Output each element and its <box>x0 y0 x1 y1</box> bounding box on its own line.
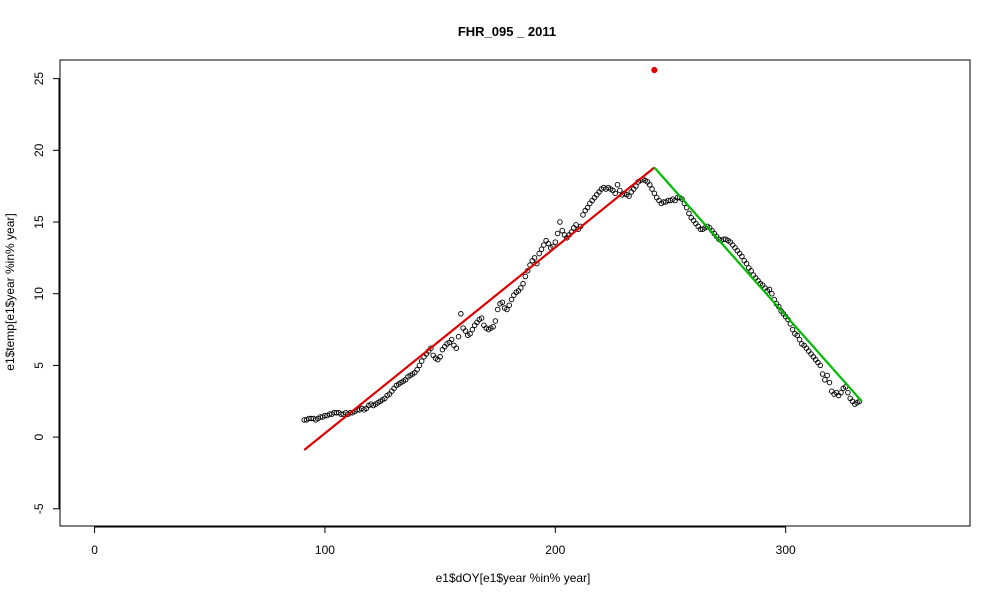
data-point <box>651 190 658 197</box>
data-point <box>437 354 443 360</box>
data-point <box>418 358 425 364</box>
data-point <box>506 302 512 308</box>
data-point <box>626 193 632 199</box>
data-point <box>686 210 692 217</box>
y-tick-label: 20 <box>32 143 46 157</box>
x-tick-label: 200 <box>545 543 565 557</box>
data-point <box>838 389 844 396</box>
data-point <box>428 345 434 351</box>
fit-line <box>653 166 863 402</box>
data-marks <box>301 66 863 451</box>
data-point <box>492 318 499 324</box>
data-point <box>647 181 653 188</box>
data-point <box>416 362 423 369</box>
fit-line <box>303 166 656 451</box>
data-point <box>499 299 506 306</box>
x-axis-label: e1$dOY[e1$year %in% year] <box>436 571 591 585</box>
data-point <box>536 250 542 257</box>
data-point <box>520 280 526 287</box>
data-point <box>748 268 754 274</box>
data-point <box>822 376 828 383</box>
y-tick-label: 15 <box>32 215 46 229</box>
data-point <box>679 196 685 202</box>
data-point <box>794 332 800 339</box>
data-point <box>522 273 529 280</box>
data-point <box>538 246 545 253</box>
data-point <box>557 219 563 225</box>
data-point <box>826 379 833 386</box>
data-point <box>845 389 851 396</box>
data-point <box>478 315 485 321</box>
data-point <box>453 345 460 351</box>
data-point <box>467 331 473 337</box>
data-point <box>494 306 501 313</box>
data-point <box>649 186 655 192</box>
data-point <box>612 190 618 197</box>
y-tick-label: 10 <box>32 287 46 301</box>
y-tick-label: 5 <box>32 362 46 369</box>
data-point <box>584 204 591 211</box>
data-point <box>614 181 621 188</box>
data-point <box>455 333 462 340</box>
data-point <box>541 242 547 248</box>
data-point <box>531 255 538 261</box>
x-tick-label: 100 <box>315 543 335 557</box>
y-tick-label: 0 <box>32 433 46 440</box>
data-point <box>824 372 830 379</box>
data-point <box>766 286 773 293</box>
data-point <box>580 212 586 218</box>
chart-title: FHR_095 _ 2011 <box>458 24 556 39</box>
plot-frame <box>59 59 971 527</box>
y-tick-label: 25 <box>32 72 46 86</box>
data-point <box>769 290 775 297</box>
data-point <box>458 311 464 317</box>
data-point <box>462 328 469 334</box>
data-point <box>518 285 524 291</box>
data-point <box>508 296 515 303</box>
data-point <box>817 362 824 369</box>
data-point <box>554 230 561 237</box>
data-point <box>617 187 623 194</box>
data-point <box>545 240 552 247</box>
y-axis: -5 0 5 10 15 20 25 <box>32 72 60 514</box>
data-point <box>796 336 803 343</box>
data-point <box>743 260 750 267</box>
data-point <box>504 306 510 313</box>
data-point <box>469 326 476 333</box>
data-point <box>490 323 496 330</box>
peak-marker <box>651 66 658 74</box>
data-point <box>414 366 420 373</box>
data-point <box>789 326 796 333</box>
data-point <box>448 336 455 343</box>
y-tick-label: -5 <box>32 503 46 514</box>
x-tick-label: 300 <box>776 543 796 557</box>
data-point <box>633 183 639 189</box>
x-axis: 0 100 200 300 <box>91 526 796 557</box>
data-point <box>819 371 826 377</box>
data-point <box>739 253 745 260</box>
data-point <box>552 239 559 245</box>
y-axis-label: e1$temp[e1$year %in% year] <box>3 213 17 370</box>
x-tick-label: 0 <box>91 543 98 557</box>
data-point <box>559 227 565 234</box>
